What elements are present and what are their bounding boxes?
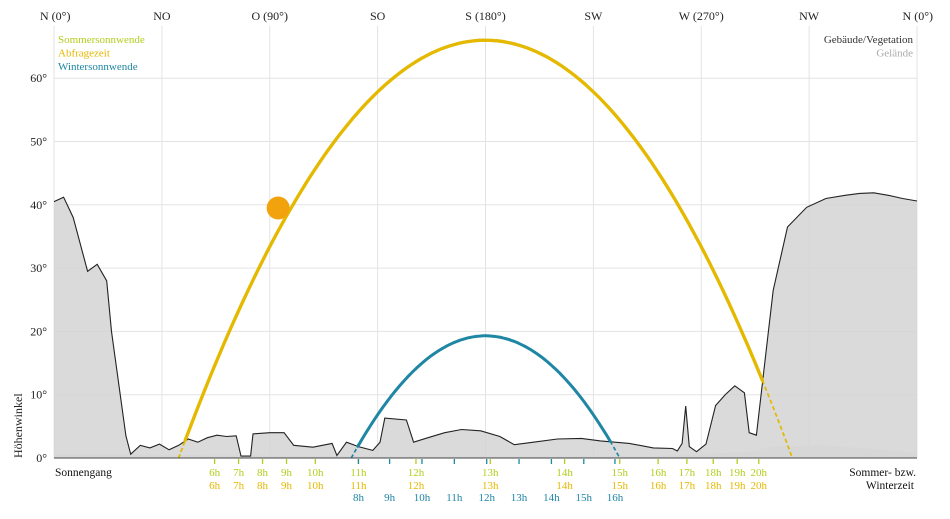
hour-label: 7h <box>233 480 245 492</box>
y-tick-label: 40° <box>30 198 47 212</box>
hour-label: 16h <box>607 492 624 504</box>
x-tick-label: NW <box>799 9 820 23</box>
hour-label: 9h <box>281 467 293 479</box>
sun-path-1 <box>183 38 764 442</box>
hour-label: 20h <box>751 467 768 479</box>
hour-label: 10h <box>307 467 324 479</box>
x-tick-label: NO <box>153 9 171 23</box>
hour-label: 9h <box>384 492 396 504</box>
y-tick-label: 10° <box>30 388 47 402</box>
hour-label: 10h <box>414 492 431 504</box>
hour-label: 6h <box>209 467 221 479</box>
legend-item: Abfragezeit <box>58 48 110 60</box>
hour-label: 14h <box>556 480 573 492</box>
sun-path-hidden-1 <box>177 439 186 459</box>
hour-label: 11h <box>350 467 367 479</box>
y-tick-label: 0° <box>36 451 47 465</box>
hour-label: 6h <box>209 480 221 492</box>
hour-label: 14h <box>543 492 560 504</box>
y-tick-label: 30° <box>30 261 47 275</box>
axis-layer: N (0°) NO O (90°) SO S (180°) SW W (270°) NW N (… <box>30 9 933 465</box>
hour-label: 13h <box>482 480 499 492</box>
bottom-right-label-line-2: Winterzeit <box>866 480 915 492</box>
hour-label: 12h <box>408 467 425 479</box>
x-tick-label: SW <box>584 9 603 23</box>
legend-item: Sommersonnwende <box>58 34 145 46</box>
legend: Sommersonnwende AbfragezeitWintersonnwend… <box>58 34 913 73</box>
x-tick-label: O (90°) <box>252 9 288 23</box>
hour-label: 9h <box>281 480 293 492</box>
sun-path-hidden-2 <box>350 445 359 459</box>
y-tick-label: 60° <box>30 71 47 85</box>
x-tick-label: N (0°) <box>903 9 933 23</box>
legend-item: Wintersonnwende <box>58 61 138 73</box>
y-tick-label: 20° <box>30 324 47 338</box>
hour-label: 20h <box>751 480 768 492</box>
x-tick-label: N (0°) <box>40 9 70 23</box>
horizon-area <box>54 192 917 459</box>
y-axis-title: Höhenwinkel <box>11 393 25 458</box>
x-tick-label: W (270°) <box>679 9 724 23</box>
hour-label: 17h <box>679 467 696 479</box>
hour-label: 15h <box>576 492 593 504</box>
hour-label: 7h <box>233 467 245 479</box>
sun-path-2 <box>356 334 612 448</box>
hour-label: 12h <box>408 480 425 492</box>
hour-label: 13h <box>511 492 528 504</box>
hour-label: 14h <box>556 467 573 479</box>
hour-label: 11h <box>350 480 367 492</box>
horizon-layer <box>53 192 918 459</box>
series-layer <box>177 38 794 459</box>
x-tick-label: SO <box>370 9 386 23</box>
hour-label: 18h <box>705 467 722 479</box>
hour-label: 13h <box>482 467 499 479</box>
hour-label: 8h <box>257 467 269 479</box>
hour-labels: 6h 7h 8h 9h 10h 11h 12h 13h 14h 15h 16h 17h 18h 19h 20… <box>209 459 768 504</box>
hour-label: 16h <box>650 467 667 479</box>
y-tick-label: 50° <box>30 135 47 149</box>
hour-label: 8h <box>353 492 365 504</box>
hour-label: 8h <box>257 480 269 492</box>
hour-label: 18h <box>705 480 722 492</box>
hour-label: 10h <box>307 480 324 492</box>
legend-item: Gebäude/Vegetation <box>824 34 914 46</box>
hour-label: 19h <box>729 480 746 492</box>
hour-label: 11h <box>446 492 463 504</box>
sun-path-hidden-2 <box>609 440 621 459</box>
bottom-left-label: Sonnengang <box>55 467 112 479</box>
horizon-line <box>53 192 918 457</box>
hour-label: 16h <box>650 480 667 492</box>
x-tick-label: S (180°) <box>465 9 505 23</box>
sun-marker <box>266 196 290 220</box>
hour-label: 12h <box>478 492 495 504</box>
legend-item: Gelände <box>876 48 913 60</box>
hour-label: 17h <box>679 480 696 492</box>
hour-label: 15h <box>611 467 628 479</box>
hour-label: 15h <box>611 480 628 492</box>
hour-label: 19h <box>729 467 746 479</box>
bottom-right-label-line-1: Sommer- bzw. <box>849 467 916 479</box>
